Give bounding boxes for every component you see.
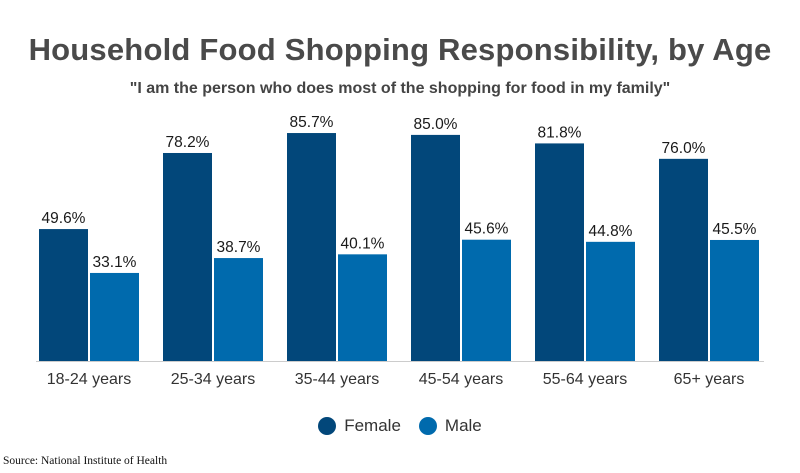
legend-label-male: Male [444,416,482,435]
x-tick-label-4: 55-64 years [543,371,628,388]
data-label-male-2: 40.1% [341,235,385,252]
bar-male-0 [90,272,139,361]
x-tick-label-0: 18-24 years [47,371,132,388]
data-label-female-5: 76.0% [662,140,706,157]
legend-item-male: Male [418,416,482,436]
legend-swatch-male [418,417,437,435]
x-tick-label-2: 35-44 years [295,371,380,388]
chart-subtitle: "I am the person who does most of the sh… [129,80,671,97]
bar-male-2 [338,254,387,361]
bar-female-3 [411,134,460,361]
x-tick-label-5: 65+ years [674,371,745,388]
bar-female-0 [39,229,88,361]
data-label-male-1: 38.7% [217,239,261,256]
bar-male-1 [214,258,263,361]
data-label-female-2: 85.7% [290,114,334,131]
bar-chart: 49.6% 33.1% 18-24 years 78.2% 38.7% 25-34 yea… [36,114,764,388]
x-tick-label-3: 45-54 years [419,371,504,388]
bar-female-4 [535,143,584,361]
data-label-male-3: 45.6% [465,221,509,238]
chart-title: Household Food Shopping Responsibility, … [28,32,772,67]
data-label-male-5: 45.5% [713,221,757,238]
data-label-female-0: 49.6% [42,210,86,227]
bar-male-4 [586,241,635,361]
legend: Female Male [0,416,800,436]
data-label-male-0: 33.1% [93,254,137,271]
bar-female-5 [659,158,708,361]
x-tick-label-1: 25-34 years [171,371,256,388]
legend-label-female: Female [344,416,401,435]
source-note: Source: National Institute of Health [3,455,168,467]
legend-swatch-female [318,417,337,435]
data-label-female-3: 85.0% [414,116,458,133]
bar-female-2 [287,133,336,361]
data-label-female-1: 78.2% [166,134,210,151]
bar-male-3 [462,239,511,361]
data-label-male-4: 44.8% [589,223,633,240]
data-label-female-4: 81.8% [538,124,582,141]
bar-male-5 [710,239,759,361]
legend-item-female: Female [318,416,401,436]
bar-female-1 [163,152,212,361]
